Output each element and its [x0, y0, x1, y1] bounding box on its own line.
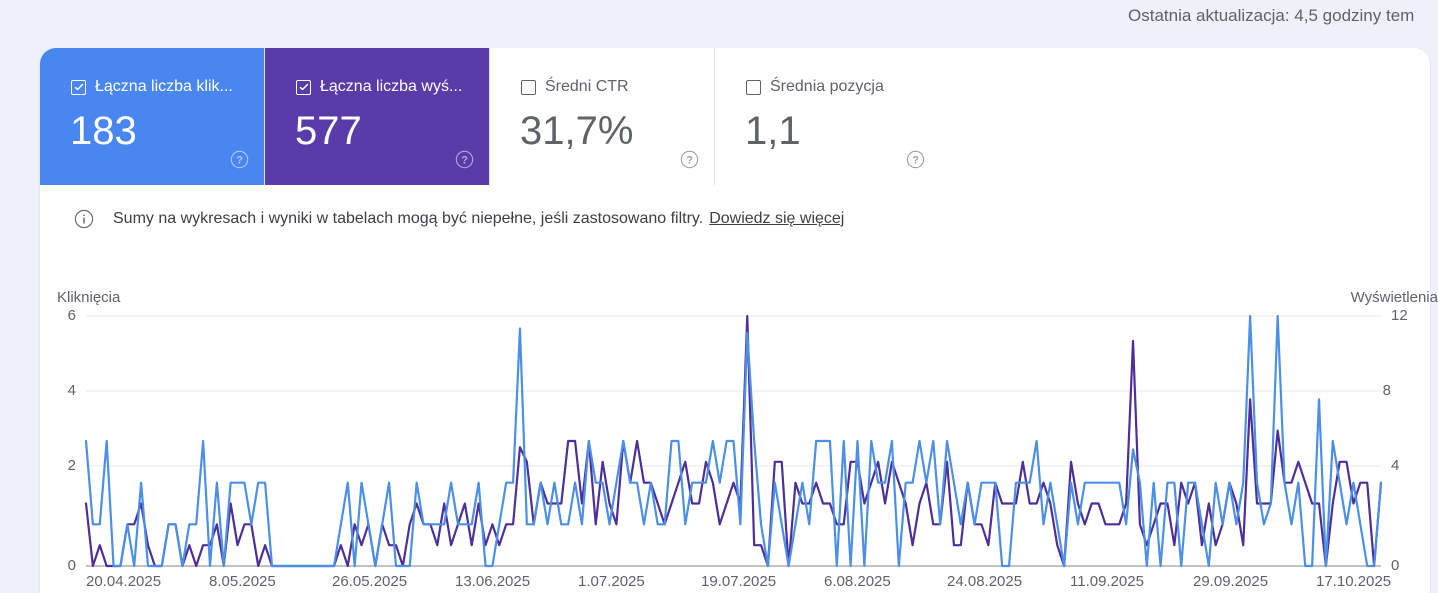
svg-text:19.07.2025: 19.07.2025	[701, 573, 776, 590]
svg-text:17.10.2025: 17.10.2025	[1316, 573, 1391, 590]
svg-text:12: 12	[1391, 307, 1408, 324]
svg-text:6.08.2025: 6.08.2025	[824, 573, 891, 590]
svg-text:0: 0	[1391, 557, 1399, 574]
svg-text:?: ?	[236, 154, 243, 166]
svg-text:8.05.2025: 8.05.2025	[209, 573, 276, 590]
svg-text:1.07.2025: 1.07.2025	[578, 573, 645, 590]
svg-text:0: 0	[68, 557, 76, 574]
svg-text:2: 2	[68, 457, 76, 474]
svg-text:26.05.2025: 26.05.2025	[332, 573, 407, 590]
svg-text:13.06.2025: 13.06.2025	[455, 573, 530, 590]
svg-text:8: 8	[1383, 382, 1391, 399]
svg-text:11.09.2025: 11.09.2025	[1070, 573, 1144, 590]
svg-text:20.04.2025: 20.04.2025	[86, 573, 161, 590]
svg-text:4: 4	[1391, 457, 1399, 474]
svg-text:?: ?	[461, 154, 468, 166]
svg-text:24.08.2025: 24.08.2025	[947, 573, 1022, 590]
svg-text:?: ?	[912, 154, 919, 166]
svg-text:6: 6	[68, 307, 76, 324]
svg-text:?: ?	[686, 154, 693, 166]
svg-text:4: 4	[68, 382, 76, 399]
svg-text:29.09.2025: 29.09.2025	[1193, 573, 1268, 590]
